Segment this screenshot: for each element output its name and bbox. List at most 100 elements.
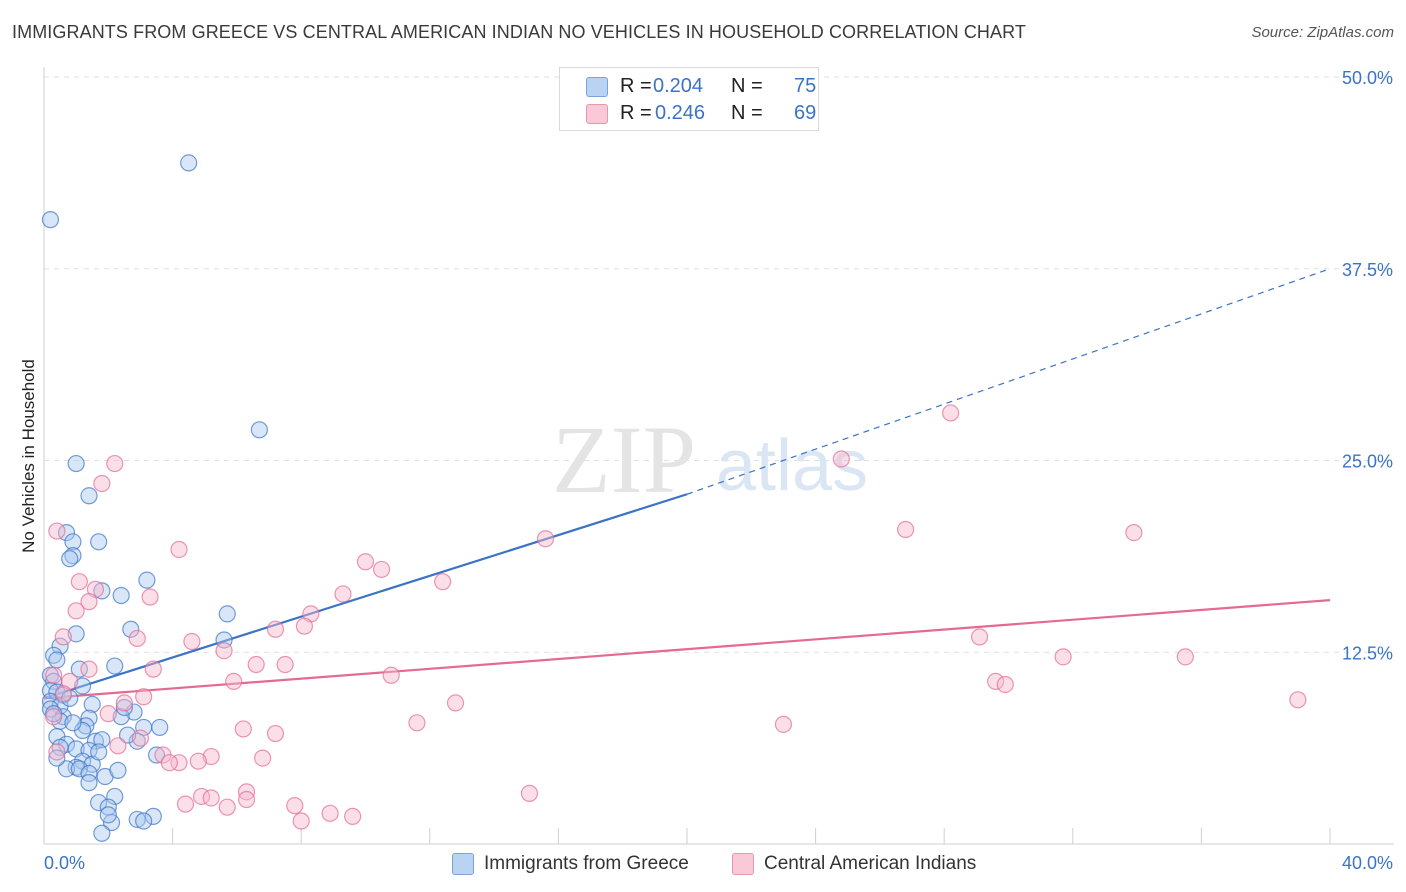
point-central-american-indian [292, 812, 310, 830]
point-greece [61, 550, 79, 568]
point-greece [54, 708, 72, 726]
point-central-american-indian [520, 784, 539, 802]
point-central-american-indian [93, 474, 111, 493]
point-central-american-indian [970, 628, 989, 646]
point-central-american-indian [1054, 648, 1072, 666]
point-central-american-indian [942, 404, 960, 422]
legend-r-value: 0.204 [653, 75, 704, 97]
point-greece [77, 717, 95, 735]
point-greece [115, 698, 133, 717]
point-central-american-indian [189, 752, 207, 770]
grid-lines [44, 76, 1394, 653]
point-greece [70, 760, 88, 778]
point-greece [118, 726, 137, 744]
point-greece [80, 774, 98, 792]
legend-n-label: N = [731, 102, 763, 124]
point-central-american-indian [131, 729, 150, 747]
point-greece [64, 533, 82, 551]
y-tick-label: 37.5% [1342, 260, 1393, 280]
point-central-american-indian [286, 797, 304, 815]
point-central-american-indian [266, 724, 285, 743]
point-greece [90, 793, 108, 812]
trend-lines [43, 268, 1331, 700]
bottom-legend-swatch-greece [452, 853, 474, 875]
point-central-american-indian [176, 795, 195, 813]
point-central-american-indian [234, 720, 252, 738]
point-central-american-indian [48, 743, 66, 761]
point-central-american-indian [1176, 648, 1194, 666]
point-central-american-indian [106, 454, 124, 473]
point-greece [106, 787, 124, 806]
point-central-american-indian [254, 749, 272, 767]
point-greece [48, 749, 66, 767]
point-greece [112, 586, 130, 605]
point-greece [138, 571, 156, 589]
point-greece [135, 812, 153, 830]
point-greece [80, 764, 98, 783]
point-greece [86, 732, 105, 750]
point-greece [250, 421, 269, 439]
legend-r-value: 0.246 [655, 102, 706, 124]
point-central-american-indian [170, 540, 188, 559]
legend-n-value: 69 [794, 102, 817, 124]
point-greece [180, 154, 198, 172]
point-central-american-indian [356, 553, 375, 571]
correlation-legend: R = 0.204 N = 75 R = 0.246 N = 69 [559, 67, 819, 131]
point-greece [90, 743, 108, 761]
point-central-american-indian [141, 588, 159, 606]
point-central-american-indian [266, 620, 285, 638]
point-central-american-indian [321, 804, 339, 822]
point-greece [70, 660, 88, 678]
point-central-american-indian [215, 642, 233, 660]
point-greece [48, 651, 66, 669]
point-greece [51, 637, 69, 655]
point-central-american-indian [183, 632, 201, 651]
point-central-american-indian [109, 737, 127, 755]
legend-swatch-cai [586, 104, 608, 124]
point-central-american-indian [774, 715, 793, 733]
point-central-american-indian [218, 798, 236, 816]
point-central-american-indian [80, 660, 98, 678]
trend-line-central-american-indians [43, 598, 1331, 700]
point-central-american-indian [160, 754, 178, 772]
point-central-american-indian [276, 655, 294, 674]
point-central-american-indian [202, 789, 220, 807]
point-central-american-indian [225, 672, 243, 690]
point-central-american-indian [996, 675, 1014, 694]
point-greece [122, 620, 140, 638]
data-points [41, 154, 1307, 842]
point-central-american-indian [536, 530, 555, 548]
point-central-american-indian [434, 573, 452, 591]
point-central-american-indian [1125, 523, 1143, 542]
trend-line-greece-extrapolated [686, 268, 1331, 495]
point-greece [128, 732, 146, 750]
legend-swatch-greece [586, 77, 608, 97]
point-central-american-indian [344, 807, 362, 825]
point-greece [80, 487, 98, 505]
point-central-american-indian [237, 790, 256, 809]
point-greece [128, 810, 146, 829]
point-greece [99, 806, 117, 824]
y-tick-label: 50.0% [1342, 68, 1393, 88]
point-greece [67, 454, 85, 473]
point-central-american-indian [832, 450, 850, 468]
point-central-american-indian [99, 705, 117, 723]
point-greece [83, 695, 101, 714]
point-greece [106, 657, 124, 675]
bottom-legend-label-greece: Immigrants from Greece [484, 853, 689, 874]
point-greece [147, 746, 166, 764]
y-axis-label: No Vehicles in Household [19, 359, 38, 553]
point-central-american-indian [48, 522, 66, 540]
point-greece [67, 625, 85, 643]
point-central-american-indian [372, 560, 391, 579]
point-central-american-indian [334, 585, 352, 603]
point-greece [151, 718, 169, 737]
bottom-legend-label-cai: Central American Indians [764, 853, 977, 874]
point-central-american-indian [382, 666, 400, 684]
point-central-american-indian [45, 666, 63, 684]
point-greece [41, 211, 60, 229]
point-central-american-indian [80, 593, 98, 611]
point-greece [218, 605, 236, 623]
x-tick-label: 40.0% [1342, 853, 1393, 873]
point-central-american-indian [202, 747, 220, 766]
